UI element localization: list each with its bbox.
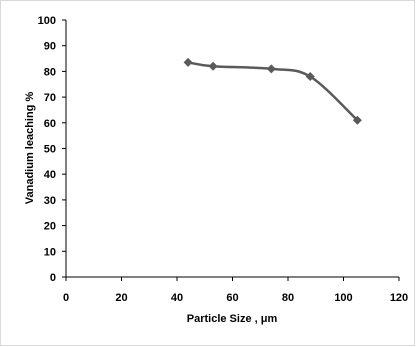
y-tick-label: 90 — [44, 41, 56, 53]
y-tick-label: 40 — [44, 169, 56, 181]
data-point-marker — [208, 61, 218, 71]
y-tick-label: 0 — [50, 272, 56, 284]
data-point-marker — [352, 115, 362, 125]
y-tick-label: 50 — [44, 144, 56, 156]
series-layer — [183, 57, 362, 125]
data-point-marker — [183, 57, 193, 67]
y-tick-label: 30 — [44, 195, 56, 207]
x-tick-label: 0 — [63, 292, 69, 304]
y-axis-title: Vanadium leaching % — [24, 92, 36, 205]
x-tick-label: 120 — [390, 292, 408, 304]
x-tick-label: 80 — [282, 292, 294, 304]
y-tick-label: 10 — [44, 246, 56, 258]
y-tick-label: 20 — [44, 221, 56, 233]
x-tick-label: 40 — [171, 292, 183, 304]
x-axis-title: Particle Size , μm — [187, 313, 278, 325]
y-tick-label: 100 — [38, 15, 56, 27]
data-point-marker — [305, 72, 315, 82]
y-axis: 0 10 20 30 40 50 60 70 80 90 100 — [38, 15, 67, 284]
x-tick-label: 100 — [334, 292, 352, 304]
y-tick-label: 70 — [44, 92, 56, 104]
y-tick-label: 80 — [44, 66, 56, 78]
y-tick-label: 60 — [44, 118, 56, 130]
data-point-marker — [266, 64, 276, 74]
x-tick-label: 60 — [226, 292, 238, 304]
x-tick-label: 20 — [115, 292, 127, 304]
x-axis: 0 20 40 60 80 100 120 — [63, 276, 408, 304]
